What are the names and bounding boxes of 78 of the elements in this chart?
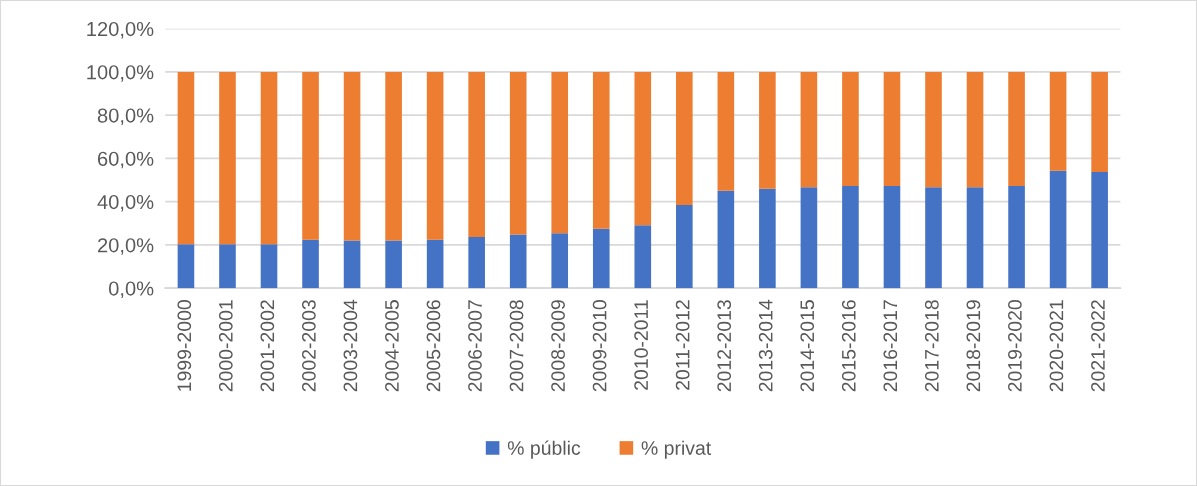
bar	[302, 239, 319, 289]
bar	[676, 71, 693, 205]
bar	[260, 71, 278, 245]
bar	[842, 71, 859, 187]
bar	[219, 244, 236, 289]
bar	[800, 71, 818, 188]
y-tick-label: 60,0%	[98, 151, 154, 169]
bar	[842, 186, 859, 289]
bar	[551, 233, 569, 289]
x-tick-label: 2013-2014	[758, 299, 773, 392]
x-tick-label: 2012-2013	[717, 300, 732, 392]
x-tick-label: 2010-2011	[634, 300, 649, 390]
x-tick-label: 2004-2005	[385, 300, 399, 392]
bar	[717, 190, 735, 289]
x-tick-label: 1999-2000	[177, 300, 192, 391]
bar	[717, 71, 735, 191]
bar	[426, 71, 444, 240]
bar	[1008, 71, 1025, 187]
bar	[551, 71, 569, 234]
x-tick-label: 2016-2017	[883, 300, 898, 392]
bar	[634, 71, 652, 226]
bar	[343, 240, 361, 289]
bar	[1049, 170, 1067, 289]
bar	[219, 71, 236, 245]
bar	[177, 71, 195, 245]
bar	[468, 236, 485, 289]
x-tick-label: 2007-2008	[509, 300, 524, 392]
x-tick-label: 2019-2020	[1008, 300, 1022, 392]
x-tick-label: 2017-2018	[924, 300, 939, 392]
bar	[343, 71, 361, 241]
y-tick-label: 100,0%	[87, 65, 154, 82]
x-tick-label: 2008-2009	[551, 300, 565, 392]
y-tick-label: 0,0%	[108, 281, 154, 299]
x-tick-label: 2018-2019	[966, 300, 981, 392]
bar	[1091, 71, 1108, 173]
x-tick-label: 2006-2007	[468, 300, 482, 392]
y-tick-label: 20,0%	[97, 238, 154, 255]
bar	[800, 187, 818, 289]
bar	[509, 234, 527, 289]
bar	[385, 71, 402, 241]
bar	[302, 71, 319, 240]
bar	[1008, 186, 1025, 289]
bar	[966, 187, 984, 289]
x-tick-label: 2000-2001	[218, 300, 233, 392]
bar	[385, 240, 402, 289]
bar	[592, 228, 610, 289]
x-tick-label: 2021-2022	[1091, 300, 1105, 392]
x-tick-label: 2009-2010	[592, 300, 607, 392]
bar	[1091, 172, 1108, 289]
y-tick-label: 80,0%	[97, 108, 154, 126]
bar	[759, 71, 776, 189]
bar	[676, 204, 693, 289]
legend-label: % públic	[507, 440, 581, 459]
bar	[925, 71, 942, 188]
y-tick-label: 120,0%	[87, 21, 154, 39]
bar	[759, 188, 776, 289]
bar	[883, 186, 901, 289]
bar	[260, 244, 278, 289]
bar	[634, 225, 652, 289]
bar	[592, 71, 610, 229]
x-tick-label: 2001-2002	[260, 300, 275, 392]
bar	[468, 71, 485, 237]
legend-label: % privat	[641, 440, 712, 459]
x-tick-label: 2020-2021	[1049, 300, 1064, 392]
bar	[966, 71, 984, 188]
x-tick-label: 2005-2006	[426, 300, 441, 392]
x-tick-label: 2002-2003	[301, 300, 316, 392]
bar	[925, 187, 942, 289]
bar	[177, 244, 195, 289]
x-tick-label: 2003-2004	[343, 299, 358, 392]
bar	[883, 71, 901, 187]
bar	[509, 71, 527, 235]
x-tick-label: 2014-2015	[800, 300, 815, 392]
x-tick-label: 2011-2012	[675, 300, 690, 390]
bar	[426, 239, 444, 289]
x-tick-label: 2015-2016	[841, 300, 856, 392]
bar	[1049, 71, 1067, 171]
y-tick-label: 40,0%	[97, 194, 154, 212]
